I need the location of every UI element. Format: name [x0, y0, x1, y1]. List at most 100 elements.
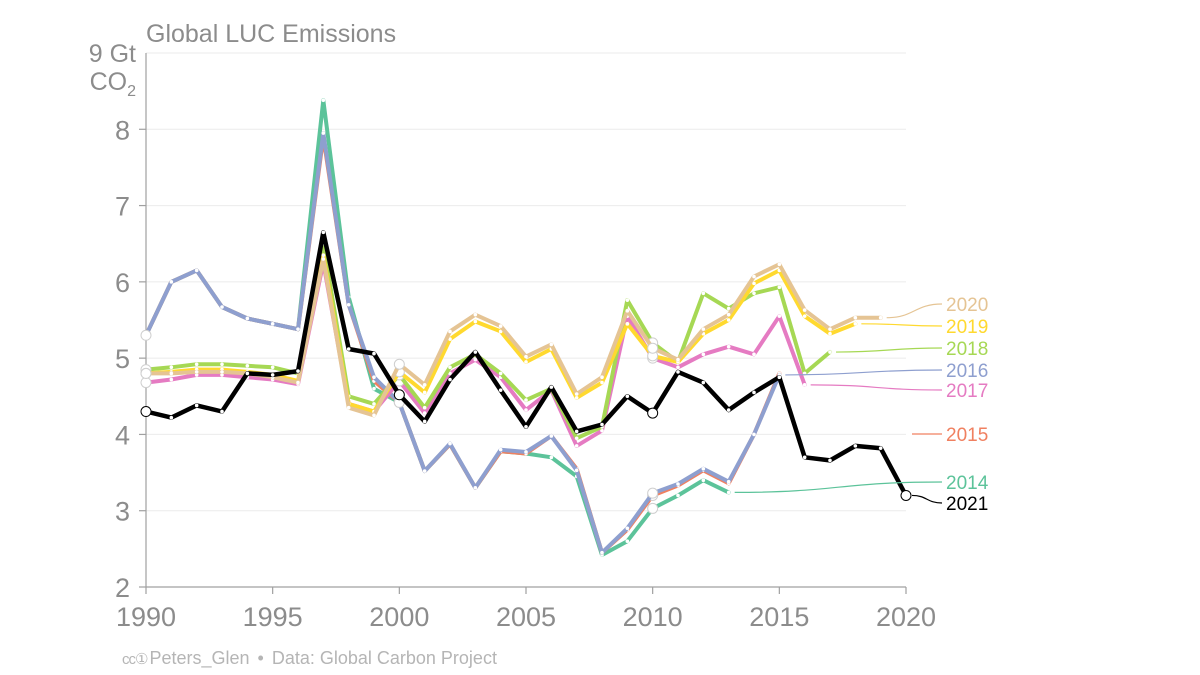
y-tick-label: 2: [115, 573, 130, 603]
data-point: [448, 441, 452, 446]
chart-title: Global LUC Emissions: [146, 20, 397, 48]
data-point: [701, 478, 706, 483]
data-point: [878, 446, 883, 450]
data-point: [220, 305, 224, 309]
data-point: [828, 350, 832, 354]
data-point: [169, 377, 174, 382]
y-tick-label: 3: [115, 497, 130, 527]
data-point: [625, 298, 630, 302]
y-axis-top-value: 9: [88, 40, 103, 68]
data-point: [346, 302, 351, 307]
legend-leader-2018: [835, 347, 943, 353]
data-point: [625, 309, 630, 313]
data-point: [321, 257, 326, 261]
data-point: [676, 365, 680, 370]
legend-leader-2014: [734, 481, 943, 494]
data-point: [448, 377, 452, 382]
data-point: [752, 432, 756, 437]
cc-license-icon: cc①: [122, 651, 148, 668]
highlight-marker: [393, 389, 405, 401]
y-tick-label: 8: [115, 115, 130, 145]
grid-lines: [146, 52, 906, 512]
footer-separator: •: [257, 648, 264, 668]
data-point: [220, 370, 224, 374]
data-point: [574, 392, 579, 396]
highlight-marker: [140, 406, 152, 418]
data-point: [752, 352, 756, 357]
data-point: [574, 468, 579, 473]
data-point: [194, 373, 199, 377]
data-point: [701, 466, 706, 471]
data-point: [194, 403, 199, 408]
data-point: [600, 428, 604, 433]
data-point: [473, 357, 478, 362]
data-point: [574, 436, 579, 441]
data-point: [321, 131, 326, 135]
data-point: [498, 329, 503, 334]
legend-label-2018: 2018: [946, 339, 988, 360]
y-tick-label: 4: [115, 420, 130, 450]
data-point: [549, 455, 554, 460]
data-point: [625, 394, 630, 399]
data-point: [194, 362, 199, 367]
data-point: [676, 482, 680, 486]
data-point: [220, 362, 224, 367]
highlight-marker: [900, 489, 912, 501]
data-point: [372, 386, 376, 391]
data-point: [448, 365, 452, 370]
data-point: [194, 370, 199, 374]
highlight-marker: [647, 407, 659, 419]
y-axis-unit-co: CO: [89, 68, 128, 96]
data-point: [600, 550, 604, 555]
x-tick-label: 2015: [749, 602, 809, 632]
highlight-marker: [140, 329, 152, 341]
data-point: [726, 306, 731, 311]
data-point: [726, 318, 731, 322]
data-point: [777, 285, 782, 289]
data-point: [701, 380, 706, 385]
data-point: [701, 352, 706, 357]
footer-source: Data: Global Carbon Project: [271, 648, 497, 668]
data-point: [625, 539, 630, 544]
data-point: [524, 408, 528, 412]
data-point: [245, 316, 250, 321]
data-point: [245, 363, 250, 368]
data-point: [549, 434, 554, 438]
data-point: [676, 357, 680, 362]
y-axis-unit-gt: Gt: [109, 40, 136, 68]
data-point: [372, 375, 376, 380]
data-point: [625, 526, 630, 531]
data-point: [321, 230, 326, 235]
data-point: [625, 322, 630, 326]
data-point: [549, 385, 554, 389]
data-point: [372, 351, 376, 356]
data-point: [777, 314, 782, 318]
legend-label-2015: 2015: [946, 425, 988, 446]
y-axis-unit-sub: 2: [127, 83, 136, 100]
data-point: [600, 380, 604, 385]
data-point: [524, 360, 528, 364]
legend-leader-2016: [785, 369, 943, 376]
data-point: [473, 486, 478, 490]
data-point: [853, 322, 858, 326]
series-line-2016: [144, 131, 782, 555]
legend-leader-2017: [810, 384, 943, 391]
series-2016: [140, 131, 782, 555]
data-point: [524, 425, 528, 429]
data-point: [270, 322, 275, 326]
legend-label-2014: 2014: [946, 473, 989, 494]
data-point: [828, 327, 832, 331]
data-point: [524, 398, 528, 402]
legend-label-2016: 2016: [946, 361, 988, 382]
highlight-marker: [140, 367, 152, 379]
data-point: [498, 388, 503, 392]
y-tick-label: 6: [115, 268, 130, 298]
data-point: [372, 402, 376, 406]
data-point: [169, 415, 174, 420]
data-point: [473, 312, 478, 317]
legend-label-2017: 2017: [946, 381, 988, 402]
x-tick-label: 1995: [243, 602, 303, 632]
footer-author: Peters_Glen: [149, 648, 250, 668]
